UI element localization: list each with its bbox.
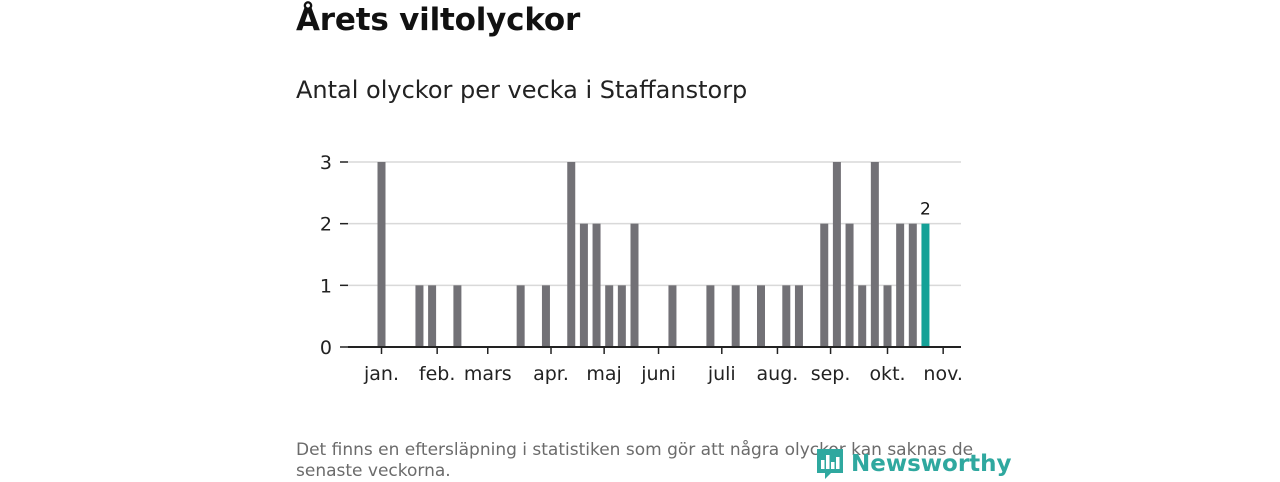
bar (630, 223, 639, 347)
chart-title: Årets viltolyckor (296, 2, 581, 38)
y-tick-label: 0 (320, 337, 332, 359)
bar (782, 285, 791, 347)
bar (541, 285, 550, 347)
bar (516, 285, 525, 347)
bar (731, 285, 740, 347)
bar (794, 285, 803, 347)
y-tick-label: 2 (320, 214, 332, 236)
bar (567, 162, 576, 347)
bar (820, 223, 829, 347)
x-tick-label: aug. (757, 363, 799, 385)
bar (377, 162, 386, 347)
x-tick-label: mars (464, 363, 512, 385)
bar (605, 285, 614, 347)
brand-name: Newsworthy (851, 451, 1012, 477)
bar (617, 285, 626, 347)
bar (415, 285, 424, 347)
data-label: 2 (920, 200, 931, 220)
bar (858, 285, 867, 347)
y-tick-label: 1 (320, 275, 332, 297)
bar (908, 223, 917, 347)
x-tick-label: feb. (419, 363, 455, 385)
bar (579, 223, 588, 347)
bar (896, 223, 905, 347)
bar (592, 223, 601, 347)
x-tick-label: sep. (811, 363, 851, 385)
brand: Newsworthy (815, 446, 1012, 482)
bar (870, 162, 879, 347)
bar (845, 223, 854, 347)
bar (428, 285, 437, 347)
x-tick-label: jan. (363, 363, 399, 385)
bar (706, 285, 715, 347)
x-tick-label: okt. (869, 363, 905, 385)
highlight-bar (921, 223, 930, 347)
y-tick-label: 3 (320, 152, 332, 174)
x-tick-label: nov. (923, 363, 962, 385)
bar (832, 162, 841, 347)
bar (757, 285, 765, 347)
footnote: Det finns en eftersläpning i statistiken… (296, 440, 974, 481)
x-tick-label: juli (707, 363, 736, 385)
newsworthy-logo-icon (817, 449, 843, 479)
bar (668, 285, 677, 347)
bar (453, 285, 462, 347)
chart-subtitle: Antal olyckor per vecka i Staffanstorp (296, 76, 748, 104)
bar (883, 285, 892, 347)
x-tick-label: maj (586, 363, 621, 385)
x-tick-label: juni (640, 363, 676, 385)
x-tick-label: apr. (533, 363, 569, 385)
